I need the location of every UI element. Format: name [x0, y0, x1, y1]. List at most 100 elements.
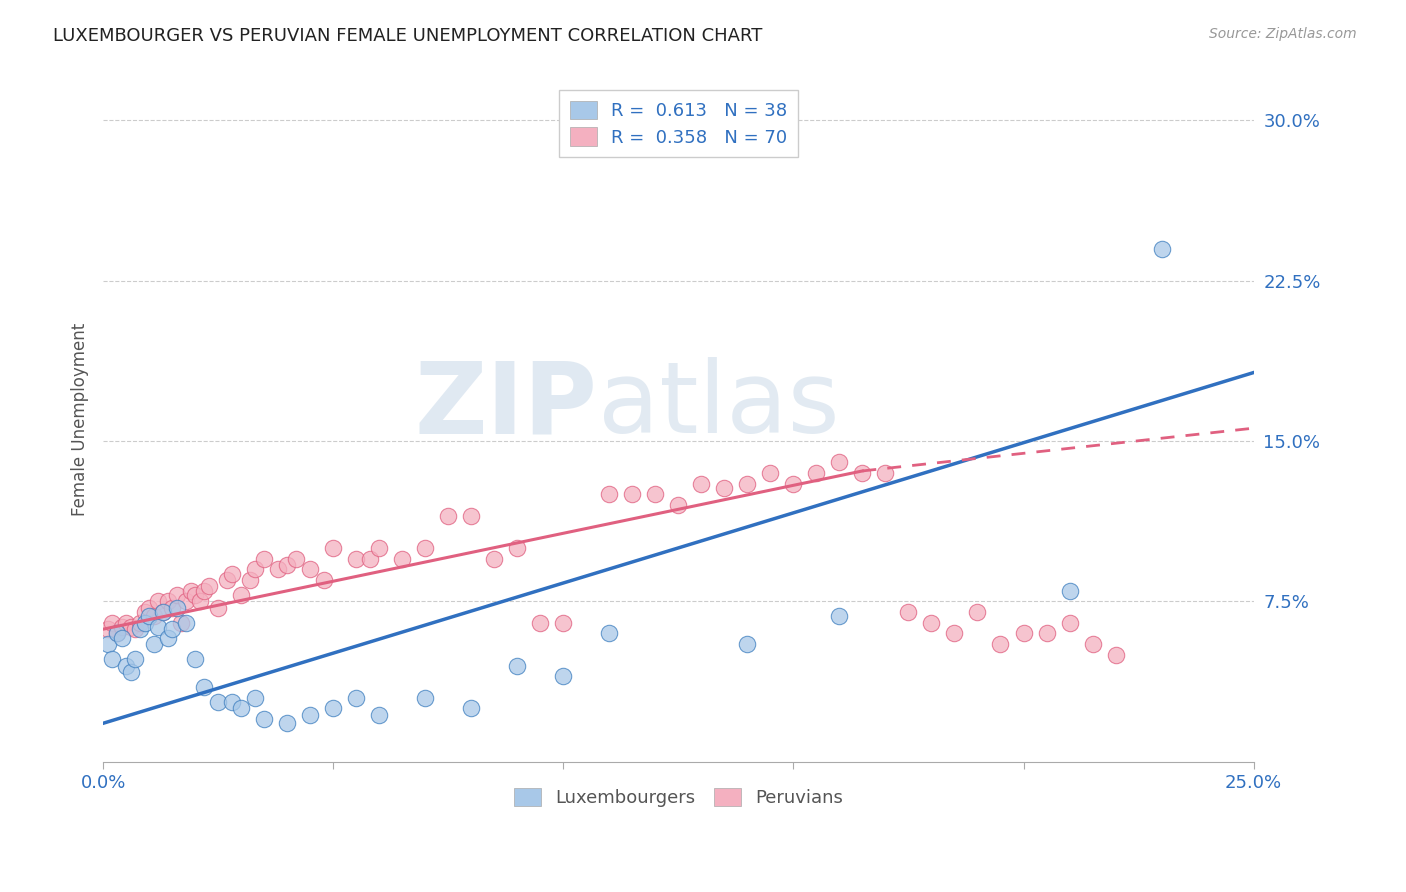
Point: [105, 626, 128, 640]
Point: [391, 551, 413, 566]
Point: [174, 615, 197, 630]
Point: [115, 615, 138, 630]
Point: [129, 615, 152, 630]
Point: [598, 626, 620, 640]
Point: [690, 476, 713, 491]
Point: [198, 579, 221, 593]
Point: [174, 594, 197, 608]
Point: [368, 541, 391, 555]
Point: [231, 701, 253, 715]
Point: [124, 652, 146, 666]
Point: [188, 594, 211, 608]
Point: [134, 615, 156, 630]
Point: [897, 605, 920, 619]
Point: [943, 626, 966, 640]
Point: [184, 588, 207, 602]
Point: [621, 487, 644, 501]
Point: [920, 615, 942, 630]
Point: [553, 615, 575, 630]
Point: [124, 622, 146, 636]
Point: [267, 562, 290, 576]
Point: [101, 615, 124, 630]
Point: [644, 487, 666, 501]
Point: [553, 669, 575, 683]
Point: [129, 622, 152, 636]
Point: [152, 605, 174, 619]
Point: [105, 626, 128, 640]
Point: [299, 562, 322, 576]
Point: [221, 566, 243, 581]
Point: [875, 466, 897, 480]
Point: [1150, 242, 1173, 256]
Point: [598, 487, 620, 501]
Point: [529, 615, 551, 630]
Point: [828, 455, 851, 469]
Text: LUXEMBOURGER VS PERUVIAN FEMALE UNEMPLOYMENT CORRELATION CHART: LUXEMBOURGER VS PERUVIAN FEMALE UNEMPLOY…: [53, 27, 763, 45]
Point: [239, 573, 262, 587]
Point: [170, 615, 193, 630]
Point: [484, 551, 506, 566]
Point: [966, 605, 988, 619]
Point: [413, 541, 436, 555]
Point: [460, 508, 482, 523]
Text: atlas: atlas: [598, 358, 839, 454]
Point: [148, 594, 170, 608]
Point: [156, 631, 179, 645]
Point: [1081, 637, 1104, 651]
Point: [322, 701, 344, 715]
Point: [413, 690, 436, 705]
Point: [160, 600, 183, 615]
Point: [142, 609, 165, 624]
Point: [666, 498, 689, 512]
Point: [285, 551, 308, 566]
Point: [134, 605, 156, 619]
Point: [828, 609, 851, 624]
Point: [1035, 626, 1057, 640]
Point: [243, 562, 266, 576]
Point: [97, 637, 120, 651]
Point: [344, 551, 367, 566]
Point: [152, 605, 174, 619]
Point: [115, 658, 138, 673]
Point: [142, 637, 165, 651]
Point: [217, 573, 239, 587]
Point: [138, 600, 160, 615]
Point: [253, 551, 276, 566]
Text: Source: ZipAtlas.com: Source: ZipAtlas.com: [1209, 27, 1357, 41]
Point: [207, 695, 229, 709]
Point: [312, 573, 335, 587]
Legend: Luxembourgers, Peruvians: Luxembourgers, Peruvians: [506, 780, 851, 814]
Point: [344, 690, 367, 705]
Point: [737, 476, 759, 491]
Point: [990, 637, 1012, 651]
Point: [110, 620, 132, 634]
Point: [276, 716, 298, 731]
Point: [506, 541, 529, 555]
Point: [322, 541, 344, 555]
Point: [97, 622, 120, 636]
Point: [231, 588, 253, 602]
Point: [368, 707, 391, 722]
Point: [138, 609, 160, 624]
Point: [193, 680, 215, 694]
Point: [120, 620, 142, 634]
Point: [166, 588, 188, 602]
Point: [782, 476, 804, 491]
Point: [276, 558, 298, 572]
Text: ZIP: ZIP: [415, 358, 598, 454]
Point: [437, 508, 460, 523]
Point: [156, 594, 179, 608]
Point: [506, 658, 529, 673]
Point: [160, 622, 183, 636]
Point: [243, 690, 266, 705]
Point: [806, 466, 828, 480]
Point: [101, 652, 124, 666]
Point: [207, 600, 229, 615]
Point: [460, 701, 482, 715]
Point: [1104, 648, 1126, 662]
Point: [221, 695, 243, 709]
Y-axis label: Female Unemployment: Female Unemployment: [72, 323, 89, 516]
Point: [1059, 615, 1081, 630]
Point: [1012, 626, 1035, 640]
Point: [299, 707, 322, 722]
